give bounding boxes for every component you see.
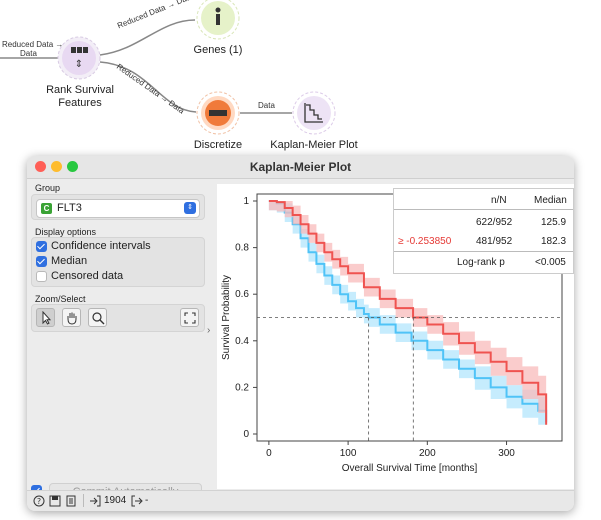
km-node-label: Kaplan-Meier Plot xyxy=(270,139,358,151)
svg-text:?: ? xyxy=(37,497,41,506)
minimize-button[interactable] xyxy=(51,161,62,172)
y-tick-label: 1 xyxy=(243,196,249,207)
stats-table: n/N Median 622/952 125.9 ≥ -0.253850 481… xyxy=(393,188,574,274)
confidence-intervals-label: Confidence intervals xyxy=(51,240,151,252)
checkbox-checked-icon xyxy=(36,256,47,267)
output-icon xyxy=(131,495,143,507)
incoming-link-label-2: Data xyxy=(20,49,37,58)
input-icon xyxy=(90,495,101,507)
display-options-title: Display options xyxy=(35,227,97,237)
window-title: Kaplan-Meier Plot xyxy=(249,160,352,174)
x-tick-label: 300 xyxy=(498,448,515,459)
group-box: C FLT3 ⇕ xyxy=(31,194,205,220)
input-count: 1904 xyxy=(104,495,127,506)
survival-curve-1 xyxy=(268,199,548,425)
x-tick-label: 0 xyxy=(266,448,272,459)
zoom-tool-button[interactable] xyxy=(88,308,107,327)
km-chart[interactable]: 0 100 200 300 0 0.2 0.4 0.6 0.8 1 Overall Survival… xyxy=(217,184,574,489)
rank-survival-features-node[interactable]: ⇕ xyxy=(57,36,101,80)
y-tick-label: 0.4 xyxy=(235,336,249,347)
kaplan-meier-window: Kaplan-Meier Plot Group C FLT3 ⇕ Display… xyxy=(27,156,574,511)
y-axis-label: Survival Probability xyxy=(221,275,232,360)
row2-nN: 481/952 xyxy=(476,236,513,247)
reset-zoom-button[interactable] xyxy=(180,308,199,327)
link-rank-genes[interactable] xyxy=(99,19,196,56)
checkbox-unchecked-icon xyxy=(36,271,47,282)
y-tick-label: 0.6 xyxy=(235,289,249,300)
fit-icon xyxy=(184,312,196,324)
row2-group: ≥ -0.253850 xyxy=(398,236,452,247)
survival-curve-0 xyxy=(268,199,548,423)
plot-area[interactable]: 0 100 200 300 0 0.2 0.4 0.6 0.8 1 Overall Survival… xyxy=(217,184,574,489)
row1-nN: 622/952 xyxy=(476,217,513,228)
svg-text:⇕: ⇕ xyxy=(75,59,83,70)
kaplan-meier-node[interactable] xyxy=(292,91,336,135)
incoming-link-label-line2: Data xyxy=(20,49,37,58)
pointer-icon xyxy=(42,311,52,325)
pan-tool-button[interactable] xyxy=(62,308,81,327)
row2-median: 182.3 xyxy=(541,236,567,247)
zoom-select-title: Zoom/Select xyxy=(35,294,86,304)
censored-data-label: Censored data xyxy=(51,270,124,282)
genes-node[interactable] xyxy=(196,0,240,40)
report-icon[interactable] xyxy=(65,495,77,507)
control-area: Group C FLT3 ⇕ Display options Confidenc… xyxy=(27,179,209,501)
discretize-node[interactable] xyxy=(196,91,240,135)
y-tick-label: 0.2 xyxy=(235,382,249,393)
categorical-icon: C xyxy=(41,203,52,214)
select-tool-button[interactable] xyxy=(36,308,55,327)
median-label: Median xyxy=(51,255,88,267)
save-icon[interactable] xyxy=(49,495,61,507)
header-median: Median xyxy=(534,195,567,206)
discretize-node-label: Discretize xyxy=(193,139,243,151)
y-tick-label: 0 xyxy=(243,429,249,440)
rank-node-label-line2: Features xyxy=(58,97,102,109)
y-tick-label: 0.8 xyxy=(235,243,249,254)
display-options-box: Confidence intervals Median Censored dat… xyxy=(31,237,205,287)
link-label-km: Data xyxy=(258,101,275,110)
genes-node-label: Genes (1) xyxy=(193,44,243,56)
row1-median: 125.9 xyxy=(541,217,567,228)
close-button[interactable] xyxy=(35,161,46,172)
workflow-links: ⇕ xyxy=(0,0,336,135)
rank-node-label-line1: Rank Survival xyxy=(46,84,114,96)
incoming-link-label-line1: Reduced Data → xyxy=(2,40,64,49)
hand-icon xyxy=(67,312,77,325)
link-rank-discretize[interactable] xyxy=(99,61,197,113)
group-value: FLT3 xyxy=(57,202,82,214)
zoom-button[interactable] xyxy=(67,161,78,172)
group-combo[interactable]: C FLT3 ⇕ xyxy=(36,199,200,218)
x-tick-label: 200 xyxy=(419,448,436,459)
x-axis-label: Overall Survival Time [months] xyxy=(342,463,478,474)
splitter-arrow-icon[interactable]: › xyxy=(207,325,211,336)
incoming-link-label: Reduced Data → xyxy=(2,40,63,49)
x-tick-label: 100 xyxy=(340,448,357,459)
help-icon[interactable]: ? xyxy=(33,495,45,507)
checkbox-checked-icon xyxy=(36,241,47,252)
workflow-canvas[interactable]: ⇕ Reduced Data → Data Reduced Data → Dat xyxy=(0,0,601,155)
ci-band-0 xyxy=(268,200,547,435)
logrank-label: Log-rank p xyxy=(457,257,505,268)
magnifier-icon xyxy=(92,312,105,325)
header-nN: n/N xyxy=(491,195,507,206)
group-box-title: Group xyxy=(35,183,61,193)
chevron-updown-icon: ⇕ xyxy=(184,202,196,214)
logrank-value: <0.005 xyxy=(535,257,566,268)
rank-node-label: Rank Survival Features xyxy=(40,84,120,110)
titlebar: Kaplan-Meier Plot xyxy=(27,156,574,179)
zoom-select-box xyxy=(31,304,205,332)
status-bar: ? 1904 - xyxy=(27,490,574,511)
output-count: - xyxy=(145,495,149,506)
